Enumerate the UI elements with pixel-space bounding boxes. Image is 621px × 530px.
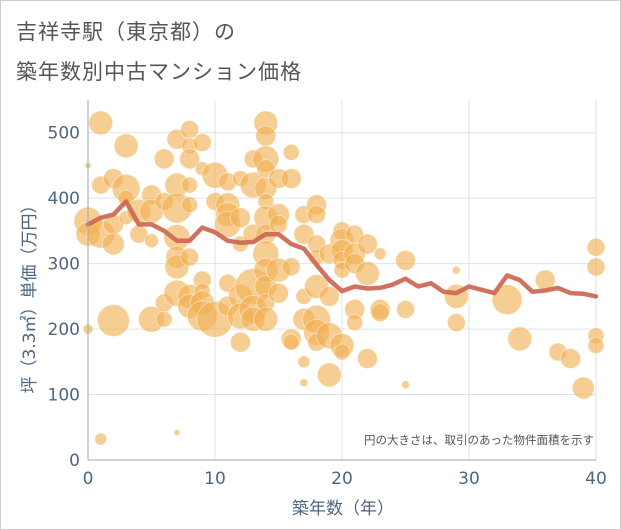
data-bubble [117,189,135,207]
data-bubble [181,176,199,194]
data-bubble [268,282,289,304]
data-bubble [571,376,595,400]
data-bubble [356,233,378,255]
average-price-line [85,199,599,299]
data-bubble [229,207,251,229]
data-bubble [144,233,159,249]
data-bubble [102,232,125,256]
data-bubble [297,355,311,369]
data-bubble [446,313,466,332]
data-bubble [282,333,300,351]
data-bubble [373,247,387,261]
data-bubble [586,237,606,257]
data-bubble [354,261,380,286]
x-tick-label: 0 [83,469,94,489]
y-tick-label: 300 [48,255,80,275]
y-tick-label: 400 [48,189,80,209]
data-bubble [318,285,340,307]
data-bubble [269,214,288,234]
data-bubble [173,429,181,436]
data-bubble [153,148,175,170]
y-tick-label: 100 [48,386,80,406]
data-bubble [179,148,201,170]
data-bubble [192,133,212,152]
data-bubble [97,304,130,337]
x-axis-label: 築年数（年） [292,499,394,519]
data-bubble [507,326,533,352]
bubble-layer [73,110,606,446]
size-annotation: 円の大きさは、取引のあった物件面積を示す [364,433,594,447]
data-bubble [356,348,378,369]
data-bubble [586,257,606,277]
data-bubble [181,196,199,214]
data-bubble [370,303,390,323]
chart-title-line2: 築年数別中古マンション価格 [16,60,302,84]
data-bubble [281,257,301,277]
data-bubble [88,110,114,136]
y-tick-label: 0 [69,451,80,471]
data-bubble [282,143,300,161]
chart-title-line1: 吉祥寺駅（東京都）の [16,20,236,44]
x-tick-label: 30 [458,469,480,489]
data-bubble [255,125,277,147]
data-bubble [346,314,364,331]
data-bubble [491,284,523,316]
data-bubble [229,331,251,353]
data-bubble [113,133,139,159]
data-bubble [155,310,173,328]
data-bubble [253,306,279,332]
x-tick-label: 10 [204,469,226,489]
average-line-layer [85,199,599,299]
data-bubble [395,249,416,271]
y-axis-label: 坪（3.3㎡）単価（万円） [20,196,40,393]
y-tick-label: 500 [48,124,80,144]
data-bubble [451,265,461,275]
data-bubble [401,380,410,390]
data-bubble [316,362,342,388]
data-bubble [307,205,327,224]
x-tick-label: 40 [585,469,607,489]
x-tick-label: 20 [331,469,353,489]
data-bubble [94,432,108,446]
y-tick-label: 200 [48,320,80,340]
data-bubble [299,378,309,388]
data-bubble [560,348,581,369]
data-bubble [587,337,605,354]
data-bubble [333,343,351,361]
data-bubble [280,168,302,189]
data-bubble [396,300,415,319]
data-bubble [180,247,200,267]
